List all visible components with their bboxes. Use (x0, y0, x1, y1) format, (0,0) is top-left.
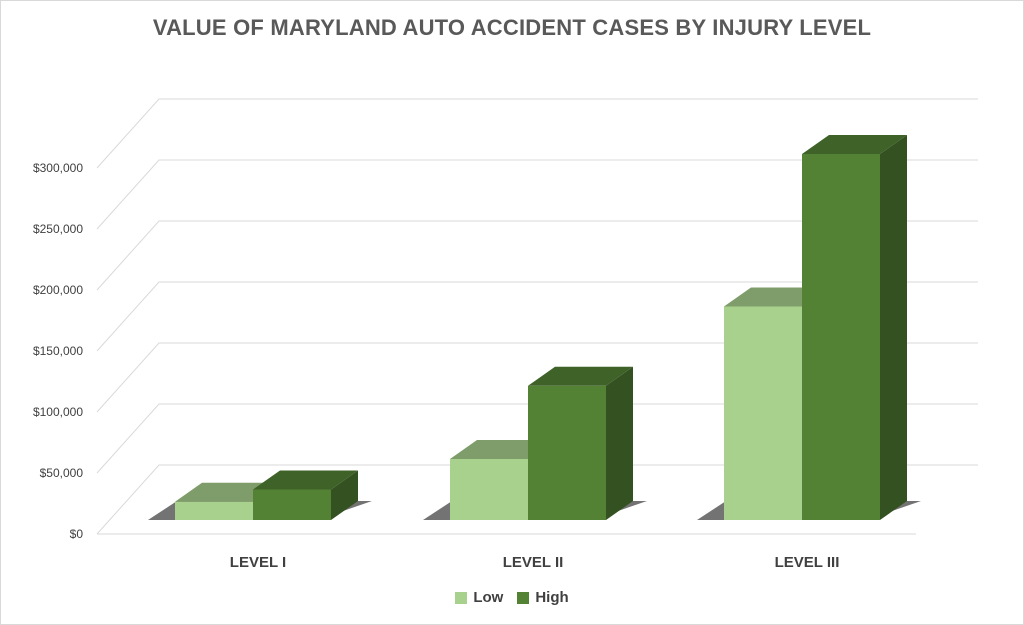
bar-high-1 (253, 470, 358, 520)
y-tick-label: $200,000 (33, 283, 83, 297)
chart-title: VALUE OF MARYLAND AUTO ACCIDENT CASES BY… (152, 15, 872, 40)
legend-label-high: High (535, 589, 569, 606)
y-tick-label: $100,000 (33, 405, 83, 419)
y-tick-label: $300,000 (33, 161, 83, 175)
gridlines (96, 98, 978, 535)
gridline (96, 464, 978, 535)
gridline (96, 281, 978, 352)
y-tick-label: $50,000 (40, 466, 84, 480)
y-tick-label: $250,000 (33, 222, 83, 236)
bars (148, 135, 921, 520)
x-axis-categories: LEVEL I LEVEL II LEVEL III (230, 554, 840, 571)
y-tick-label: $150,000 (33, 344, 83, 358)
category-label: LEVEL III (775, 554, 840, 571)
gridline (96, 403, 978, 474)
bar-high-3 (802, 135, 907, 520)
gridline (96, 159, 978, 230)
legend: Low High (1, 589, 1023, 606)
category-label: LEVEL I (230, 554, 286, 571)
y-axis-ticks: $0 $50,000 $100,000 $150,000 $200,000 $250,00… (33, 161, 83, 541)
gridline (96, 342, 978, 413)
legend-item-high: High (517, 589, 569, 606)
legend-item-low: Low (455, 589, 503, 606)
y-tick-label: $0 (70, 527, 84, 541)
gridline (96, 220, 978, 291)
gridline (96, 98, 978, 169)
bar-high-2 (528, 366, 633, 520)
legend-swatch-low (455, 591, 468, 604)
legend-swatch-high (517, 591, 530, 604)
category-label: LEVEL II (503, 554, 564, 571)
legend-label-low: Low (473, 589, 504, 606)
